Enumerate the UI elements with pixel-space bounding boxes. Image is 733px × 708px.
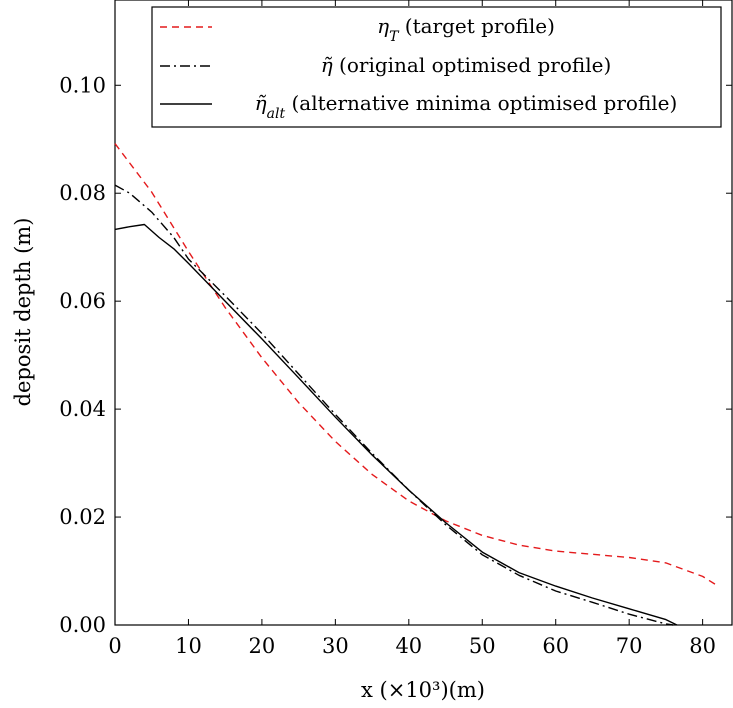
series-line-3 — [114, 223, 678, 626]
y-tick-label: 0.00 — [59, 613, 106, 637]
y-tick-label: 0.08 — [59, 181, 106, 205]
plot-frame — [114, 0, 733, 626]
x-tick-label: 70 — [616, 634, 643, 658]
y-tick-label: 0.02 — [59, 505, 106, 529]
legend: ηT (target profile) η̃ (original optimise… — [151, 6, 722, 128]
y-tick-label: 0.06 — [59, 289, 106, 313]
y-axis-title: deposit depth (m) — [11, 218, 35, 407]
x-tick-label: 40 — [395, 634, 422, 658]
x-tick-label: 50 — [469, 634, 496, 658]
y-tick-label: 0.10 — [59, 73, 106, 97]
axis-ticks — [114, 0, 732, 626]
series-line-1 — [114, 143, 718, 587]
x-axis-title: x (×10³)(m) — [361, 678, 485, 702]
x-tick-label: 20 — [249, 634, 276, 658]
series-layer — [114, 143, 718, 626]
tick-labels: 0 10 20 30 40 50 60 70 80 0.00 0.02 0.04 0.06 0.08 0.1… — [59, 73, 716, 658]
x-tick-label: 10 — [175, 634, 202, 658]
legend-box — [151, 6, 722, 128]
legend-label-3: η̃alt (alternative minima optimised prof… — [255, 91, 678, 122]
x-tick-label: 60 — [542, 634, 569, 658]
x-tick-label: 30 — [322, 634, 349, 658]
y-tick-label: 0.04 — [59, 397, 106, 421]
legend-label-2: η̃ (original optimised profile) — [321, 53, 612, 77]
series-line-2 — [114, 184, 674, 626]
x-tick-label: 80 — [689, 634, 716, 658]
legend-label-1: ηT (target profile) — [377, 14, 555, 45]
x-tick-label: 0 — [108, 634, 121, 658]
